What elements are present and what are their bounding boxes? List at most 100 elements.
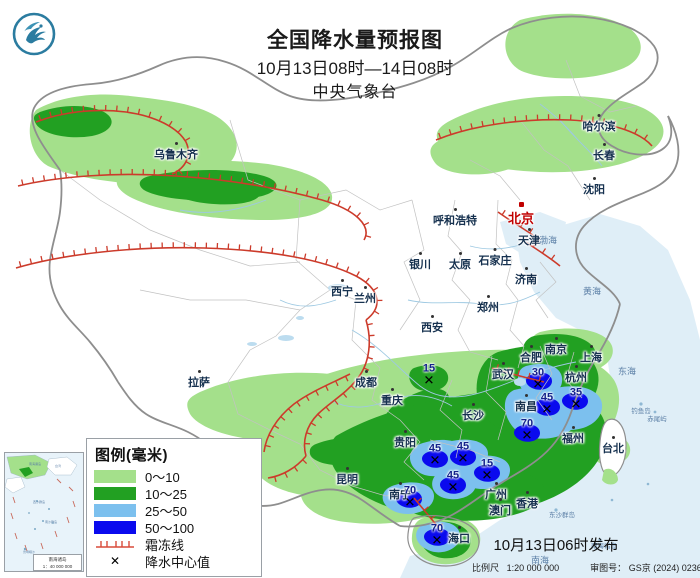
page-title: 全国降水量预报图	[267, 29, 443, 52]
city-name: 合肥	[520, 352, 542, 364]
city-label-32: 澳门	[489, 498, 511, 518]
city-label-33: 海口	[448, 526, 470, 546]
city-marker-icon	[493, 248, 497, 251]
city-name: 广州	[485, 489, 507, 501]
city-label-0: 乌鲁木齐	[154, 142, 198, 162]
city-label-26: 福州	[562, 426, 584, 446]
city-name: 西宁	[331, 286, 353, 298]
city-marker-icon	[597, 114, 601, 117]
china-news-service-logo	[8, 8, 60, 60]
precip-center-value: 70	[403, 484, 417, 497]
city-marker-icon	[592, 177, 596, 180]
title-block: 全国降水量预报图 10月13日08时—14日08时 中央气象台	[240, 28, 470, 103]
city-name: 郑州	[477, 302, 499, 314]
legend-label-3: 50～100	[145, 520, 195, 536]
city-marker-icon	[524, 267, 528, 270]
city-name: 杭州	[565, 372, 587, 384]
city-name: 澳门	[489, 505, 511, 517]
precip-center-x-icon: ✕	[521, 427, 533, 443]
city-marker-icon	[174, 142, 178, 145]
city-name: 兰州	[354, 293, 376, 305]
precip-center-x-icon: ✕	[457, 450, 469, 466]
city-label-13: 郑州	[477, 295, 499, 315]
city-name: 哈尔滨	[582, 121, 616, 133]
city-marker-icon	[403, 430, 407, 433]
legend-label-1: 10～25	[145, 486, 187, 502]
city-marker-icon	[501, 362, 505, 365]
city-label-28: 昆明	[336, 467, 358, 487]
precip-band-50-100	[396, 372, 588, 546]
city-marker-icon	[498, 498, 502, 501]
city-name: 西安	[421, 322, 443, 334]
precip-center-value: 15	[480, 457, 494, 470]
city-marker-icon	[486, 295, 490, 298]
precip-center-x-icon: ✕	[404, 494, 416, 510]
city-name: 呼和浩特	[433, 215, 477, 227]
city-name: 南昌	[515, 401, 537, 413]
precip-center-value: 35	[569, 386, 583, 399]
precip-center-value: 70	[430, 522, 444, 535]
legend-row-band-0: 0～10	[94, 468, 254, 485]
precip-center-x-icon: ✕	[431, 532, 443, 548]
city-label-4: 北京	[508, 202, 534, 227]
city-name: 武汉	[492, 369, 514, 381]
legend-swatch-1	[94, 486, 136, 500]
city-label-27: 台北	[602, 436, 624, 456]
city-name: 昆明	[336, 474, 358, 486]
issue-time: 10月13日06时发布	[493, 537, 619, 554]
inset-scale-label: 南海诸岛	[48, 557, 67, 562]
city-marker-icon	[611, 436, 615, 439]
scale-value: 1:20 000 000	[506, 563, 560, 573]
legend-row-band-2: 25～50	[94, 502, 254, 519]
legend-row-band-1: 10～25	[94, 485, 254, 502]
city-name: 南宁	[389, 489, 411, 501]
city-marker-icon	[524, 394, 528, 397]
city-name: 济南	[515, 274, 537, 286]
city-marker-icon	[430, 315, 434, 318]
precip-center-7: 15 ✕	[480, 457, 494, 483]
precip-center-0: 30 ✕	[532, 367, 544, 391]
city-name: 太原	[449, 259, 471, 271]
precip-center-value: 45	[540, 391, 554, 404]
city-name: 台北	[602, 443, 624, 455]
island-label-3: 南海诸岛	[591, 543, 617, 550]
city-marker-icon	[458, 252, 462, 255]
city-label-6: 呼和浩特	[433, 208, 477, 228]
city-label-25: 贵阳	[394, 430, 416, 450]
city-marker-icon	[340, 279, 344, 282]
city-name: 长沙	[462, 410, 484, 422]
city-name: 福州	[562, 433, 584, 445]
city-name: 沈阳	[583, 184, 605, 196]
precip-center-value: 45	[428, 442, 442, 455]
precip-center-x-icon: ✕	[541, 401, 553, 417]
lakes	[247, 284, 541, 386]
frost-line-barbs	[18, 104, 649, 528]
legend-swatch-2	[94, 503, 136, 517]
precip-center-x-icon: ✕	[481, 467, 493, 483]
city-marker-icon	[453, 208, 457, 211]
city-marker-icon	[398, 482, 402, 485]
issuing-organization: 中央气象台	[312, 83, 398, 101]
city-marker-icon	[574, 365, 578, 368]
sea-label-1: 黄海	[582, 286, 602, 297]
precip-center-value: 70	[520, 417, 534, 430]
legend-title: 图例(毫米)	[95, 447, 168, 464]
legend-swatch-0	[94, 469, 136, 483]
precip-center-x-icon: ✕	[447, 479, 459, 495]
review-label: 审图号：	[590, 563, 627, 573]
precip-center-6: 45 ✕	[447, 470, 459, 495]
city-label-12: 兰州	[354, 286, 376, 306]
city-label-16: 成都	[355, 370, 377, 390]
precip-center-value: 45	[456, 440, 470, 453]
sea-label-3: 南海	[530, 555, 550, 566]
city-name: 拉萨	[188, 377, 210, 389]
scale-label: 比例尺	[472, 563, 500, 573]
taiwan-island	[598, 418, 627, 485]
city-label-7: 石家庄	[479, 248, 512, 268]
precip-center-5: 45 ✕	[456, 440, 470, 466]
city-name: 长春	[593, 150, 615, 162]
city-marker-icon	[571, 426, 575, 429]
city-marker-icon	[529, 345, 533, 348]
city-name: 香港	[516, 498, 538, 510]
